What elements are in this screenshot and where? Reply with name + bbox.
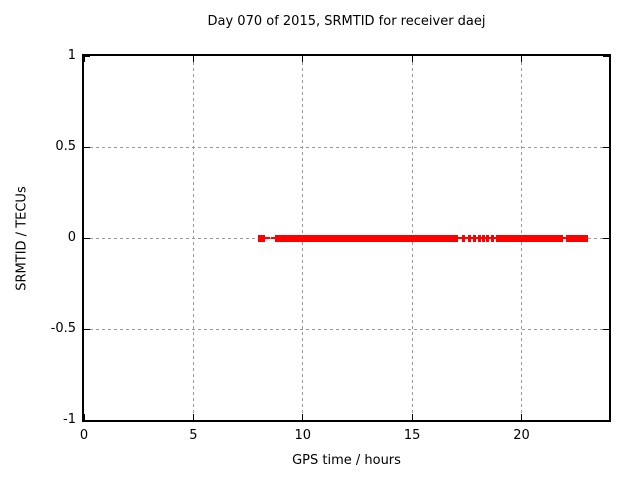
y-tick-left (84, 419, 90, 421)
x-tick-bottom (192, 414, 194, 420)
data-point-marker (481, 234, 485, 242)
y-gridline (84, 146, 609, 148)
x-tick-bottom (521, 414, 522, 420)
data-point-band (274, 234, 459, 242)
x-tick-bottom (83, 414, 85, 420)
x-tick-label: 20 (513, 428, 530, 443)
data-point-band (257, 234, 266, 242)
data-point-band (495, 234, 564, 242)
data-point-marker (486, 234, 489, 242)
x-tick-bottom (411, 414, 413, 420)
y-tick-label: 0.5 (55, 139, 76, 154)
x-tick-top (411, 56, 413, 62)
x-axis-label: GPS time / hours (292, 453, 401, 468)
y-tick-right (603, 419, 609, 421)
y-tick-left (84, 328, 90, 330)
y-tick-label: -1 (63, 412, 76, 427)
x-tick-top (302, 56, 304, 62)
y-tick-label: 1 (67, 48, 76, 63)
x-tick-label: 5 (189, 428, 198, 443)
x-tick-label: 0 (79, 428, 89, 443)
y-axis-label: SRMTID / TECUs (14, 186, 30, 291)
data-point-band (565, 234, 588, 242)
data-point-marker (462, 234, 466, 242)
data-connector-line (458, 237, 496, 239)
y-tick-label: -0.5 (50, 321, 76, 336)
plot-area (82, 54, 611, 422)
data-point-marker (490, 234, 494, 242)
y-tick-label: 0 (67, 230, 76, 245)
data-point-marker (468, 234, 471, 242)
x-tick-top (192, 56, 194, 62)
data-point-marker (477, 234, 481, 242)
y-tick-right (603, 146, 609, 148)
y-tick-right (603, 328, 609, 330)
x-tick-label: 10 (294, 428, 312, 443)
y-tick-right (603, 55, 609, 57)
y-tick-left (84, 146, 90, 148)
x-tick-label: 15 (403, 428, 421, 443)
data-connector-line (271, 237, 275, 239)
y-tick-left (84, 237, 90, 239)
data-connector-line (265, 237, 270, 239)
chart-title: Day 070 of 2015, SRMTID for receiver dae… (207, 14, 486, 29)
x-tick-top (521, 56, 522, 62)
y-tick-left (84, 55, 90, 57)
data-connector-line (563, 237, 566, 239)
y-tick-right (603, 237, 609, 239)
x-tick-bottom (302, 414, 304, 420)
y-gridline (84, 328, 609, 330)
data-point-marker (472, 234, 476, 242)
x-tick-top (83, 56, 85, 62)
